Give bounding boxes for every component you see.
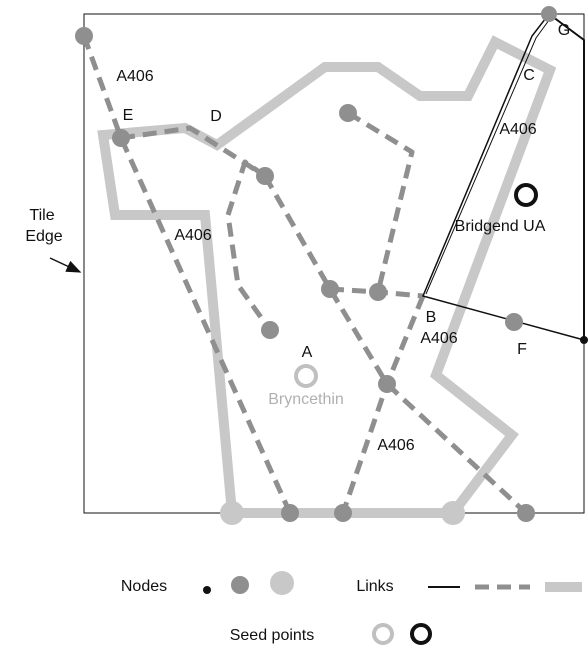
solid-links	[421, 13, 585, 341]
arrow	[49, 257, 82, 273]
road-label: A406	[174, 227, 211, 244]
node-label: G	[558, 22, 570, 39]
node-label: D	[210, 108, 222, 125]
label: Edge	[25, 228, 62, 245]
label: Tile	[29, 207, 54, 224]
road-label: A406	[499, 121, 536, 138]
seed-label: Bryncethin	[268, 391, 344, 408]
node-label: A	[302, 344, 313, 361]
seed-label: Bridgend UA	[455, 218, 546, 235]
road-label: A406	[420, 330, 457, 347]
legend: Nodes Links Seed points	[121, 571, 582, 645]
dashed-links	[81, 35, 528, 515]
legend-label: Seed points	[230, 627, 315, 644]
road-label: A406	[377, 437, 414, 454]
node-label: B	[426, 309, 437, 326]
seed-point	[294, 364, 318, 388]
node-label: E	[123, 107, 134, 124]
road-label: A406	[116, 68, 153, 85]
nodes	[75, 6, 588, 525]
legend-label: Nodes	[121, 578, 167, 595]
area-boundary	[97, 35, 557, 518]
node-label: C	[523, 67, 535, 84]
seed-point	[514, 183, 538, 207]
legend-label: Links	[356, 578, 393, 595]
node-label: F	[517, 341, 527, 358]
